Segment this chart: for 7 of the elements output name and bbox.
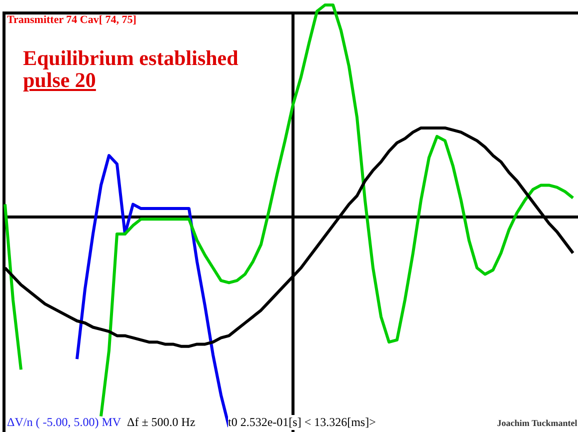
annotation: pulse 20	[23, 68, 96, 93]
annotation: Transmitter 74 Cav[ 74, 75]	[7, 14, 136, 26]
annotation: Equilibrium established	[23, 46, 238, 71]
annotation: ΔV/n ( -5.00, 5.00) MV	[7, 415, 122, 430]
annotation: t0 2.532e-01[s] < 13.326[ms]>	[228, 415, 376, 430]
annotation: Joachim Tuckmantel	[497, 418, 578, 428]
annotation: Δf ± 500.0 Hz	[127, 415, 196, 430]
